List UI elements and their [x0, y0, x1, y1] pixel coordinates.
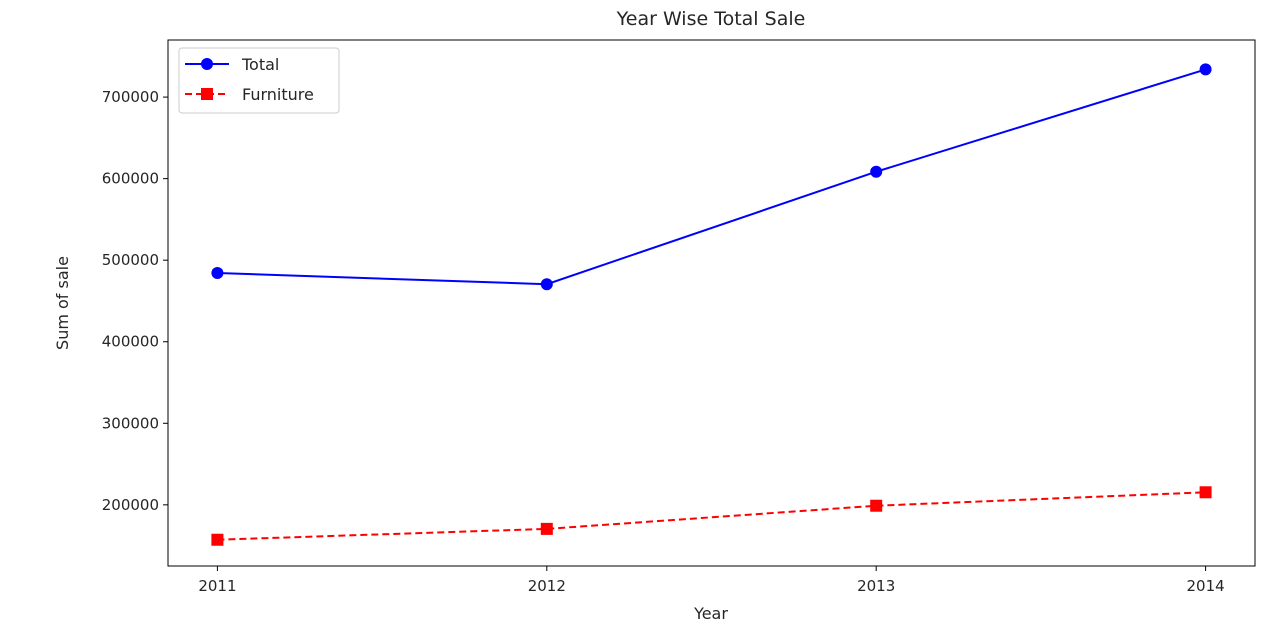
data-point-total: [211, 267, 224, 280]
series-line-total: [217, 68, 1206, 286]
data-point-total: [870, 165, 883, 178]
data-point-total: [1199, 63, 1212, 76]
y-tick-label: 700000: [102, 88, 159, 106]
legend: Total Furniture: [178, 47, 340, 114]
x-tick-label: 2011: [198, 577, 236, 595]
plot-area: [167, 39, 1256, 567]
data-point-furniture: [211, 533, 224, 546]
series-layer: [211, 63, 1212, 546]
y-tick-label: 200000: [102, 496, 159, 514]
y-tick-label: 500000: [102, 251, 159, 269]
data-point-furniture: [540, 522, 553, 535]
data-point-total: [540, 278, 553, 291]
y-tick-label: 300000: [102, 414, 159, 432]
legend-marker-total: [201, 58, 213, 70]
axes-frame: [167, 39, 1256, 567]
legend-label-total: Total: [241, 55, 279, 74]
y-tick-label: 600000: [102, 170, 159, 188]
chart-title: Year Wise Total Sale: [616, 8, 806, 30]
legend-marker-furniture: [201, 88, 213, 100]
x-axis: 2011 2012 2013 2014: [198, 566, 1225, 595]
series-line-furniture: [217, 491, 1206, 541]
x-axis-label: Year: [693, 604, 728, 623]
x-tick-label: 2013: [857, 577, 895, 595]
y-tick-label: 400000: [102, 333, 159, 351]
x-tick-label: 2012: [528, 577, 566, 595]
data-point-furniture: [1199, 486, 1212, 499]
x-tick-label: 2014: [1186, 577, 1224, 595]
y-axis: 200000 300000 400000 500000 600000 700000: [102, 88, 168, 514]
data-point-furniture: [870, 499, 883, 512]
legend-label-furniture: Furniture: [242, 85, 314, 104]
y-axis-label: Sum of sale: [53, 256, 72, 350]
